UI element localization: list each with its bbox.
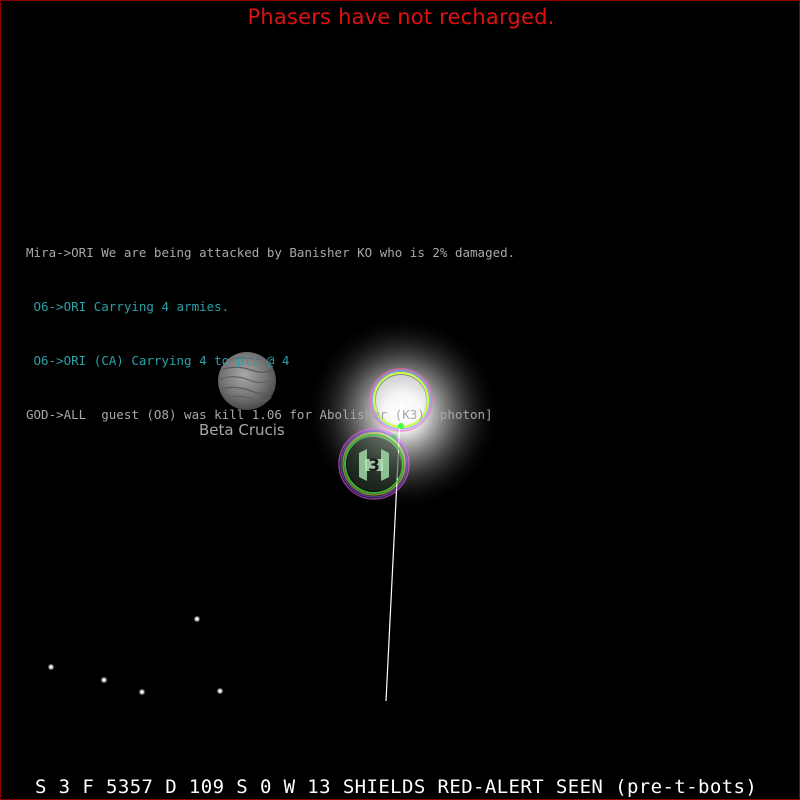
star [193, 615, 201, 623]
enemy-ship-number: 3 [368, 456, 380, 476]
enemy-ship-icon[interactable]: 3 [338, 428, 410, 500]
warning-message: Phasers have not recharged. [247, 5, 555, 29]
star [100, 676, 108, 684]
message-log: Mira->ORI We are being attacked by Banis… [26, 208, 515, 460]
torpedo [398, 423, 404, 429]
planet-name-label: Beta Crucis [199, 421, 285, 439]
star [47, 663, 55, 671]
star [138, 688, 146, 696]
rocky-planet-icon[interactable] [218, 352, 276, 410]
star-field [47, 615, 224, 696]
status-line: S 3 F 5357 D 109 S 0 W 13 SHIELDS RED-AL… [35, 776, 758, 798]
star [216, 687, 224, 695]
message-line: GOD->ALL guest (O8) was kill 1.06 for Ab… [26, 407, 493, 422]
message-line: O6->ORI (CA) Carrying 4 to pli @ 4 [26, 353, 290, 368]
message-line: O6->ORI Carrying 4 armies. [26, 299, 230, 314]
message-line: Mira->ORI We are being attacked by Banis… [26, 245, 516, 260]
